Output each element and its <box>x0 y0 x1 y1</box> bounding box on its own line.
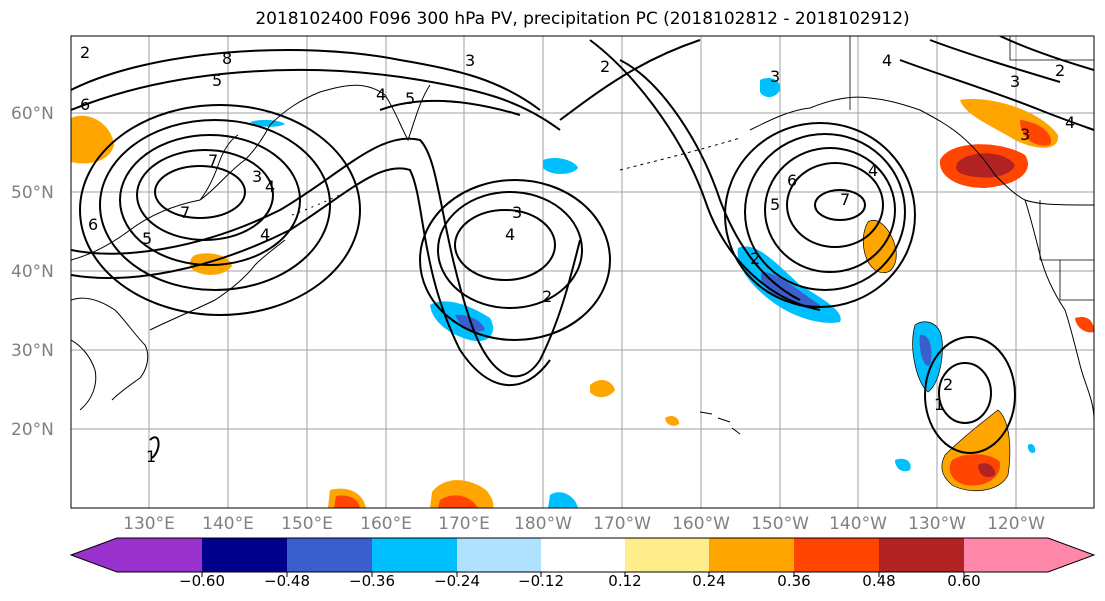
contour-label: 2 <box>600 57 610 76</box>
colorbar-bin <box>794 538 879 572</box>
contour-label: 3 <box>465 51 475 70</box>
contour-label-group: 8 3 4 5 4 3 2 6 5 7 4 3 3 4 2 3 6 5 7 4 … <box>80 43 1075 466</box>
contour-label: 2 <box>750 249 760 268</box>
shading-outline <box>862 220 1011 491</box>
colorbar-bin <box>202 538 287 572</box>
map-title: 2018102400 F096 300 hPa PV, precipitatio… <box>255 9 910 29</box>
colorbar-extend-low <box>71 538 202 572</box>
lon-label: 160°E <box>360 514 412 534</box>
contour-label: 4 <box>260 225 270 244</box>
colorbar-tick-label: −0.48 <box>264 572 310 590</box>
colorbar-bin <box>625 538 709 572</box>
lon-label: 170°E <box>438 514 490 534</box>
colorbar-tick-label: −0.36 <box>349 572 395 590</box>
colorbar-tick-label: −0.12 <box>518 572 564 590</box>
colorbar-tick-label: 0.36 <box>777 572 811 590</box>
lon-label: 120°W <box>987 514 1045 534</box>
lat-label: 50°N <box>11 183 54 203</box>
contour-label: 3 <box>252 167 262 186</box>
contour-label: 5 <box>142 229 152 248</box>
lon-label: 180°W <box>514 514 572 534</box>
contour-label: 4 <box>376 85 386 104</box>
colorbar-bin <box>457 538 541 572</box>
contour-label: 5 <box>405 89 415 108</box>
lon-label: 150°E <box>281 514 333 534</box>
colorbar-ticks <box>201 572 965 577</box>
contour-label: 4 <box>505 225 515 244</box>
contour-label: 4 <box>882 51 892 70</box>
contour-label: 6 <box>80 95 90 114</box>
pv-contours <box>71 36 1094 459</box>
contour-label: 6 <box>88 215 98 234</box>
colorbar-bin <box>541 538 625 572</box>
colorbar-tick-label: 0.60 <box>947 572 981 590</box>
colorbar-tick-label: 0.48 <box>862 572 896 590</box>
contour-label: 3 <box>1020 125 1030 144</box>
contour-label: 8 <box>222 49 232 68</box>
contour-label: 6 <box>787 171 797 190</box>
lat-label: 20°N <box>11 420 54 440</box>
lon-label: 130°E <box>123 514 175 534</box>
contour-label: 2 <box>1055 61 1065 80</box>
contour-label: 3 <box>512 203 522 222</box>
colorbar-tick-label: −0.60 <box>179 572 225 590</box>
lat-label: 40°N <box>11 262 54 282</box>
graticule <box>71 36 1094 508</box>
colorbar-tick-label: −0.24 <box>434 572 480 590</box>
contour-label: 2 <box>80 43 90 62</box>
colorbar-bin <box>287 538 372 572</box>
contour-label: 1 <box>934 395 944 414</box>
map-frame <box>70 35 1095 509</box>
lon-label: 140°W <box>829 514 887 534</box>
contour-label: 2 <box>943 375 953 394</box>
contour-label: 4 <box>265 177 275 196</box>
lat-label: 60°N <box>11 104 54 124</box>
lat-label: 30°N <box>11 341 54 361</box>
colorbar-bin <box>709 538 794 572</box>
contour-label: 3 <box>1010 72 1020 91</box>
contour-label: 4 <box>1065 113 1075 132</box>
colorbar-extend-high <box>964 538 1094 572</box>
contour-label: 5 <box>212 71 222 90</box>
contour-label: 7 <box>180 203 190 222</box>
colorbar-tick-label: 0.24 <box>692 572 726 590</box>
lon-label: 160°W <box>672 514 730 534</box>
contour-label: 4 <box>868 161 878 180</box>
contour-label: 7 <box>840 190 850 209</box>
contour-label: 3 <box>770 67 780 86</box>
contour-label: 7 <box>208 151 218 170</box>
colorbar-bin <box>372 538 457 572</box>
colorbar-outline <box>69 537 1096 573</box>
lon-label: 170°W <box>593 514 651 534</box>
lon-label: 150°W <box>751 514 809 534</box>
contour-label: 1 <box>146 447 156 466</box>
colorbar-bin <box>879 538 964 572</box>
lon-label: 140°E <box>202 514 254 534</box>
colorbar <box>69 537 1096 577</box>
contour-label: 5 <box>770 195 780 214</box>
lon-label: 130°W <box>908 514 966 534</box>
contour-label: 2 <box>542 287 552 306</box>
colorbar-tick-label: 0.12 <box>608 572 642 590</box>
